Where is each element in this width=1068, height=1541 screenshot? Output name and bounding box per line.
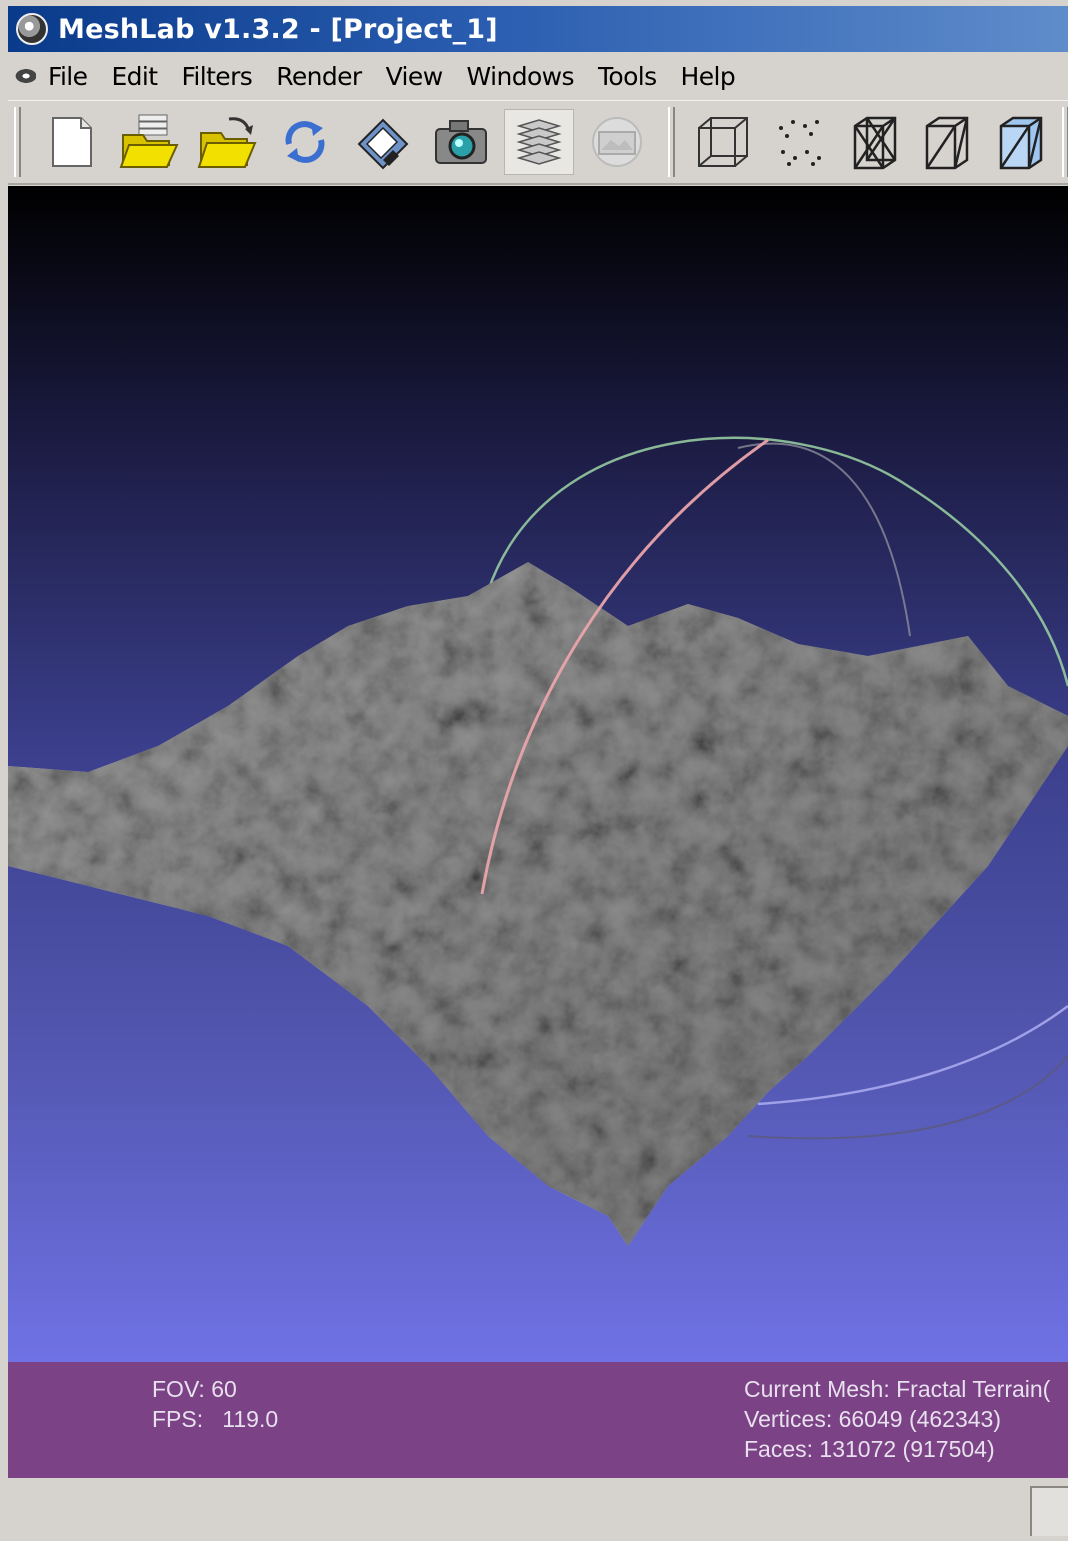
toolbar-grip[interactable] [668,107,675,177]
layers-icon [516,119,562,165]
open-project-icon [119,114,179,168]
points-icon [779,120,821,166]
wireframe-button[interactable] [840,109,910,175]
layer-dialog-button[interactable] [504,109,574,175]
menu-bar: File Edit Filters Render View Windows To… [8,54,1068,98]
status-panel [1030,1486,1068,1536]
snapshot-camera-icon [435,120,487,164]
fov-readout: FOV: 60 [152,1376,237,1402]
fps-readout: FPS: 119.0 [152,1406,279,1432]
import-mesh-button[interactable] [192,109,262,175]
points-button[interactable] [764,109,834,175]
trackball-red-ring [480,438,769,895]
raster-layer-button[interactable] [582,109,652,175]
menu-tools[interactable]: Tools [597,61,657,91]
info-overlay: FOV: 60 FPS: 119.0 Current Mesh: Fractal… [8,1362,1068,1478]
trackball-blue-ring [757,1004,1068,1106]
hidden-lines-icon [925,116,969,170]
snapshot-button[interactable] [426,109,496,175]
status-bar [8,1480,1068,1541]
terrain-scene[interactable] [8,186,1068,1362]
current-mesh-label: Current Mesh: Fractal Terrain( [744,1376,1051,1402]
window-title: MeshLab v1.3.2 - [Project_1] [58,13,498,45]
menu-view[interactable]: View [385,61,444,91]
save-icon [357,118,409,170]
terrain-mesh[interactable] [8,562,1068,1246]
main-toolbar [8,100,1068,185]
title-bar[interactable]: MeshLab v1.3.2 - [Project_1] [8,6,1068,52]
toolbar-grip[interactable] [14,107,21,177]
raster-layer-icon [592,117,642,167]
bounding-box-icon [698,117,748,167]
save-button[interactable] [348,109,418,175]
reload-button[interactable] [270,109,340,175]
menu-render[interactable]: Render [276,61,362,91]
flat-lines-button[interactable] [986,109,1056,175]
menu-edit[interactable]: Edit [111,61,158,91]
meshlab-eye-icon[interactable] [16,13,48,45]
hidden-lines-button[interactable] [912,109,982,175]
new-project-icon [52,117,92,167]
meshlab-eye-icon[interactable] [14,68,36,84]
trackball-gray-ring [737,442,911,637]
trackball-dark-ring [747,1055,1068,1140]
import-mesh-icon [197,117,257,168]
menu-help[interactable]: Help [680,61,736,91]
reload-icon [285,121,325,163]
vertices-count: Vertices: 66049 (462343) [744,1406,1002,1432]
menu-filters[interactable]: Filters [181,61,253,91]
new-project-button[interactable] [36,109,106,175]
open-project-button[interactable] [114,109,184,175]
toolbar-grip[interactable] [1062,107,1068,177]
menu-file[interactable]: File [48,61,88,91]
flat-lines-icon [999,116,1043,170]
menu-windows[interactable]: Windows [466,61,575,91]
wireframe-icon [853,116,897,170]
3d-viewport[interactable] [8,186,1068,1362]
bounding-box-button[interactable] [688,109,758,175]
faces-count: Faces: 131072 (917504) [744,1436,995,1462]
trackball-green-ring [486,436,1068,687]
